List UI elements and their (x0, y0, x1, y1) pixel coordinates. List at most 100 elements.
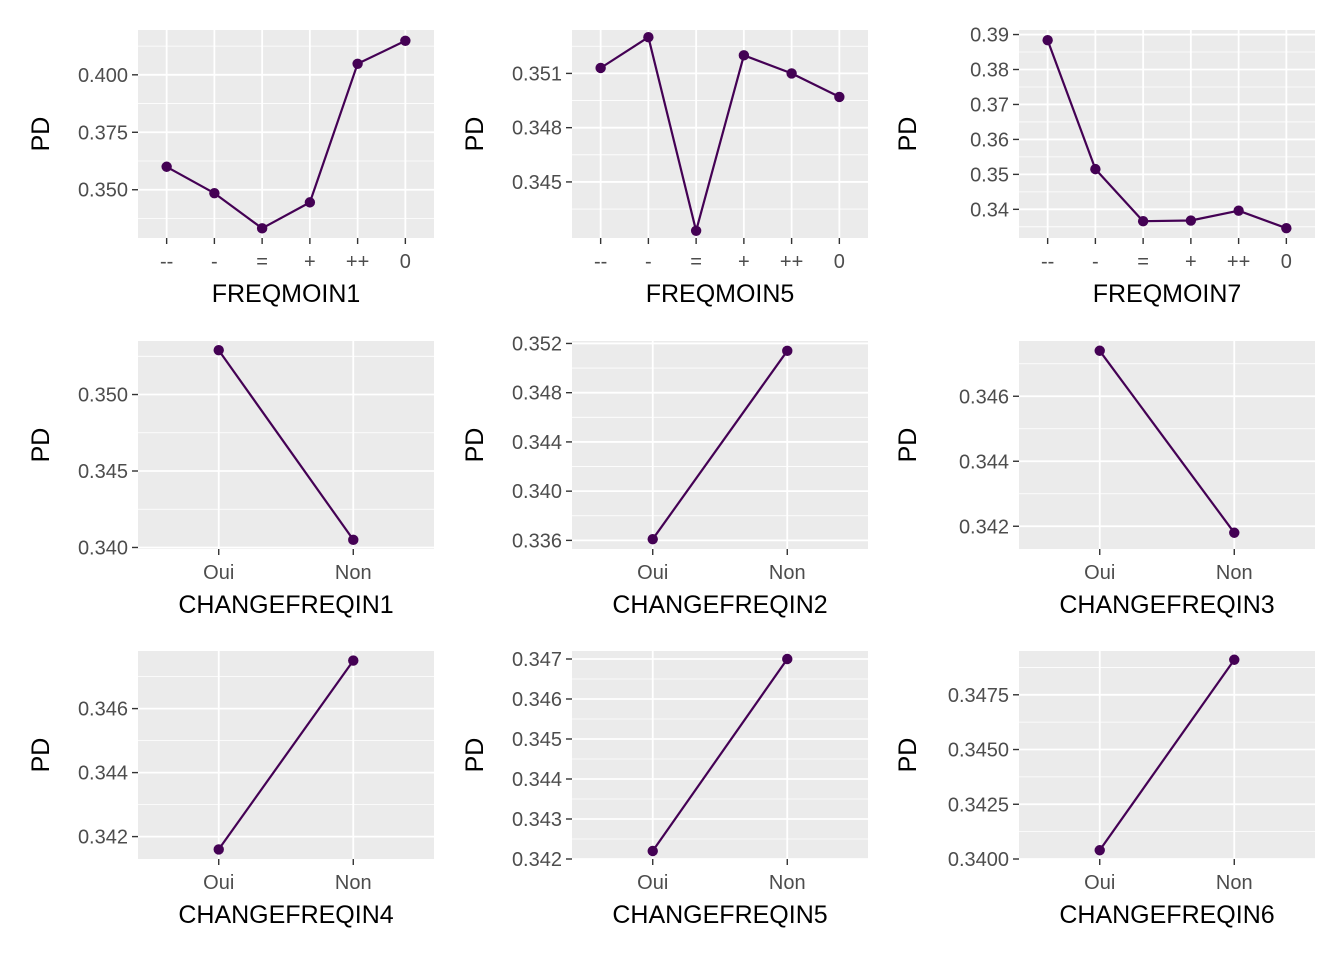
chart-7-data-point (348, 655, 359, 666)
chart-3-y-tick-label: 0.34 (970, 199, 1009, 221)
chart-2-y-axis-title: PD (461, 117, 489, 152)
chart-7-y-axis-title: PD (27, 738, 55, 773)
chart-3-y-axis-title: PD (894, 117, 922, 152)
chart-8-x-tick-label: Oui (637, 872, 668, 894)
chart-5-y-tick-label: 0.340 (512, 481, 562, 503)
chart-3-x-tick-label: - (1092, 251, 1099, 273)
chart-4: 0.340 0.345 0.350 Oui Non CHANGEFREQIN1 PD (27, 341, 434, 619)
chart-6-data-point (1229, 527, 1240, 538)
chart-6-y-tick-label: 0.342 (959, 516, 1009, 538)
chart-1-y-tick-label: 0.400 (78, 65, 128, 87)
chart-3-y-tick-label: 0.36 (970, 129, 1009, 151)
chart-3-x-tick-label: -- (1041, 251, 1054, 273)
chart-8-x-tick-label: Non (769, 872, 806, 894)
chart-5-x-tick-label: Oui (637, 562, 668, 584)
chart-3-y-tick-label: 0.38 (970, 60, 1009, 82)
chart-1-data-point (161, 161, 172, 172)
chart-9-y-tick-label: 0.3475 (948, 685, 1009, 707)
chart-7-series-line (217, 659, 355, 851)
chart-2-x-tick-label: 0 (834, 251, 845, 273)
chart-2-y-tick-label: 0.351 (512, 63, 562, 85)
chart-5-y-tick-label: 0.352 (512, 333, 562, 355)
chart-3-x-tick-label: + (1185, 251, 1197, 273)
chart-5-series-line (651, 350, 789, 540)
chart-8-y-tick-label: 0.342 (512, 849, 562, 871)
chart-6-panel (1019, 341, 1315, 549)
chart-3-data-point (1137, 216, 1149, 227)
chart-7-data-point (213, 844, 224, 855)
chart-2-data-point (690, 225, 702, 236)
chart-1-data-point (400, 35, 411, 47)
chart-6-x-tick-label: Non (1216, 562, 1253, 584)
chart-3-y-tick-label: 0.39 (970, 25, 1009, 47)
chart-2-data-point (595, 62, 606, 74)
chart-3-y-tick-label: 0.35 (970, 164, 1009, 186)
chart-5-x-tick-label: Non (769, 562, 806, 584)
chart-1-y-axis-title: PD (27, 117, 55, 152)
chart-5-y-axis-title: PD (461, 428, 489, 463)
chart-9-x-tick-label: Non (1216, 872, 1253, 894)
chart-5-x-axis-title: CHANGEFREQIN2 (612, 591, 827, 619)
chart-2-x-tick-label: - (645, 251, 652, 273)
chart-1-series-line (166, 39, 406, 230)
chart-9-data-point (1094, 845, 1105, 856)
chart-1-panel (138, 30, 434, 238)
chart-4-series-line (217, 349, 355, 541)
chart-8-y-tick-label: 0.346 (512, 689, 562, 711)
chart-5-y-tick-label: 0.336 (512, 530, 562, 552)
chart-2-y-tick-label: 0.345 (512, 172, 562, 194)
chart-1-x-axis-title: FREQMOIN1 (212, 280, 361, 308)
chart-6-series-line (1098, 350, 1236, 534)
chart-4-x-tick-label: Non (335, 562, 372, 584)
chart-3-data-point (1233, 205, 1244, 216)
chart-8: 0.342 0.343 0.344 0.345 0.346 0.347 Oui Non CHAN… (461, 649, 868, 929)
chart-3-data-point (1090, 163, 1101, 175)
chart-3-x-tick-label: = (1137, 251, 1149, 273)
chart-4-y-tick-label: 0.350 (78, 385, 128, 407)
chart-3-x-tick-label: 0 (1281, 251, 1292, 273)
chart-2-series-line (600, 36, 840, 232)
chart-3-data-point (1042, 34, 1053, 46)
chart-1-data-point (304, 197, 316, 208)
chart-4-x-tick-label: Oui (203, 562, 234, 584)
chart-9-y-tick-label: 0.3400 (948, 849, 1009, 871)
chart-3-x-tick-label: ++ (1227, 251, 1250, 273)
chart-4-data-point (348, 534, 359, 546)
chart-1-x-tick-label: ++ (346, 251, 369, 273)
chart-8-y-axis-title: PD (461, 738, 489, 773)
chart-1-y-tick-label: 0.375 (78, 122, 128, 144)
chart-7: 0.342 0.344 0.346 Oui Non CHANGEFREQIN4 PD (27, 651, 434, 929)
chart-1-x-tick-label: = (256, 251, 268, 273)
chart-2-x-tick-label: + (738, 251, 750, 273)
chart-8-data-point (647, 845, 658, 857)
chart-1-x-tick-label: + (304, 251, 316, 273)
chart-5: 0.336 0.340 0.344 0.348 0.352 Oui Non CHANGEFRE… (461, 333, 868, 619)
chart-3-panel (1019, 30, 1315, 238)
chart-9-data-point (1229, 654, 1240, 665)
chart-4-x-axis-title: CHANGEFREQIN1 (178, 591, 393, 619)
chart-5-data-point (782, 345, 793, 357)
chart-7-x-tick-label: Oui (203, 872, 234, 894)
chart-4-y-tick-label: 0.345 (78, 461, 128, 483)
chart-2-y-tick-label: 0.348 (512, 118, 562, 140)
chart-9-y-tick-label: 0.3425 (948, 794, 1009, 816)
chart-9-x-axis-title: CHANGEFREQIN6 (1059, 901, 1274, 929)
chart-3-x-axis-title: FREQMOIN7 (1093, 280, 1242, 308)
chart-7-x-tick-label: Non (335, 872, 372, 894)
chart-1-x-tick-label: 0 (400, 251, 411, 273)
chart-5-y-tick-label: 0.348 (512, 383, 562, 405)
chart-3-y-tick-label: 0.37 (970, 94, 1009, 116)
chart-2-data-point (738, 50, 750, 61)
chart-3: 0.340.350.360.370.380.39-- - = + ++ 0FREQMOIN… (894, 25, 1315, 308)
chart-6: 0.342 0.344 0.346 Oui Non CHANGEFREQIN3 PD (894, 341, 1315, 619)
chart-8-y-tick-label: 0.343 (512, 809, 562, 831)
chart-8-x-axis-title: CHANGEFREQIN5 (612, 901, 827, 929)
chart-6-y-tick-label: 0.346 (959, 386, 1009, 408)
chart-3-series-line (1046, 39, 1287, 230)
chart-5-data-point (647, 533, 658, 545)
chart-7-y-tick-label: 0.342 (78, 827, 128, 849)
chart-2-x-axis-title: FREQMOIN5 (646, 280, 795, 308)
